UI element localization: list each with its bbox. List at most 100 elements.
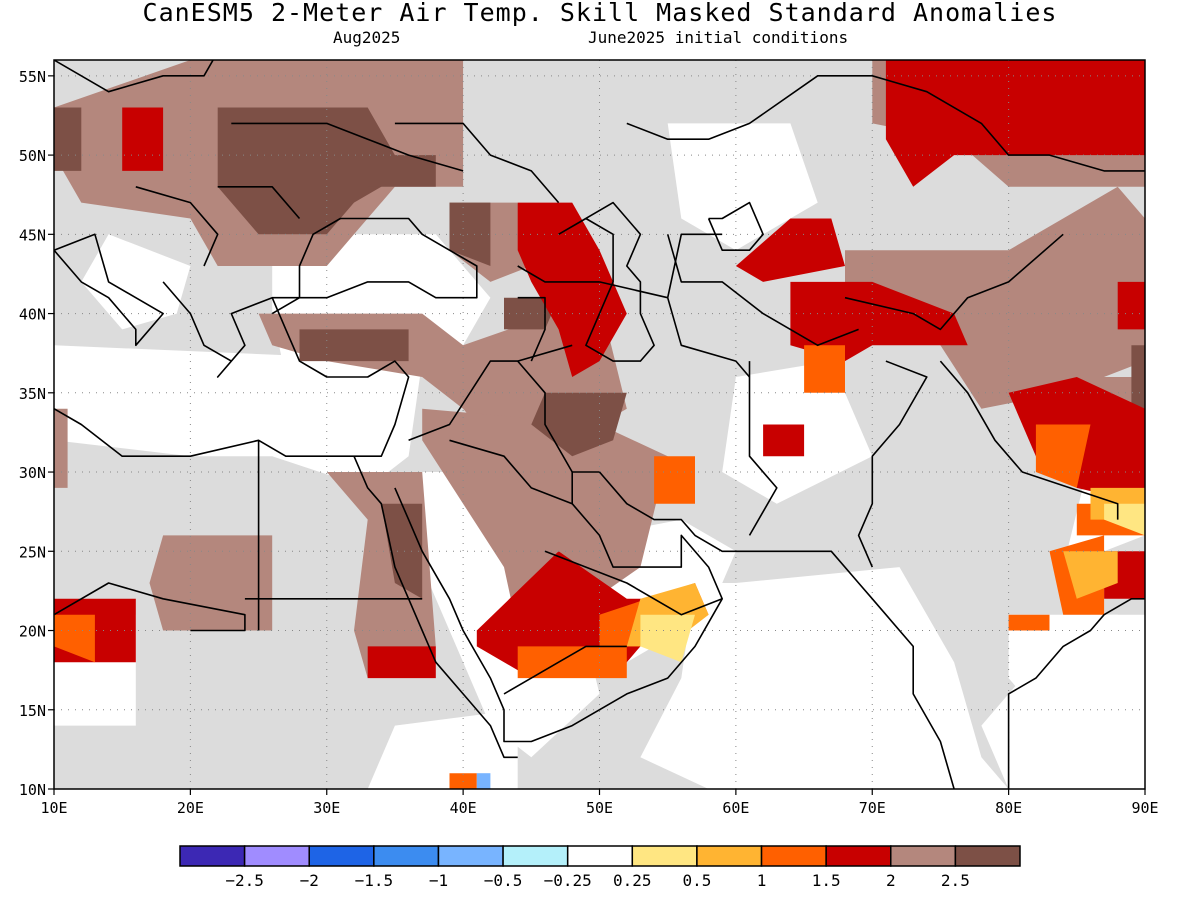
coastline-segment: [857, 360, 928, 568]
anomaly-patch: [1008, 614, 1050, 631]
lon-tick-label: 90E: [1131, 799, 1158, 817]
coastline-segment: [54, 297, 410, 458]
anomaly-patch: [763, 424, 805, 457]
longitude-axis: 10E 20E 30E 40E 50E 60E 70E 80E 90E: [40, 789, 1159, 817]
lat-tick-label: 30N: [19, 464, 46, 482]
colorbar-label: 1: [757, 871, 767, 890]
valid-month-label: Aug2025: [333, 28, 401, 47]
coastline-segment: [394, 471, 724, 743]
coastline-segment: [517, 296, 546, 362]
lon-tick-label: 80E: [995, 799, 1022, 817]
coastline-segment: [666, 233, 723, 298]
lat-tick-label: 55N: [19, 68, 46, 86]
colorbar-swatch: [373, 845, 440, 867]
colorbar-label: −1: [429, 871, 448, 890]
colorbar-label: 1.5: [812, 871, 841, 890]
coastline-segment: [449, 439, 573, 505]
colorbar-label: −0.5: [484, 871, 523, 890]
anomaly-patch: [122, 107, 164, 171]
lat-tick-label: 20N: [19, 623, 46, 641]
colorbar-label: 0.25: [613, 871, 652, 890]
coastline-segment: [503, 645, 627, 695]
colorbar-swatch: [954, 845, 1021, 867]
coastline-segment: [517, 360, 573, 473]
anomaly-patch: [54, 408, 68, 488]
colorbar-swatch: [566, 845, 634, 867]
anomaly-patch: [367, 646, 436, 679]
lon-tick-label: 70E: [859, 799, 886, 817]
anomaly-patch: [1104, 503, 1145, 536]
anomaly-patch: [640, 567, 1009, 789]
anomaly-patch: [790, 281, 968, 362]
coastline-segment: [707, 201, 764, 251]
lon-tick-label: 50E: [586, 799, 613, 817]
coastline-segment: [1007, 597, 1145, 789]
coastline-segment: [54, 233, 164, 347]
anomaly-patch: [531, 392, 627, 457]
colorbar-label: −2: [300, 871, 319, 890]
anomaly-patch: [299, 329, 409, 362]
latitude-axis: 55N 50N 45N 40N 35N 30N 25N 20N 15N 10N: [19, 68, 54, 799]
coastline-segment: [54, 582, 246, 632]
lon-tick-label: 30E: [313, 799, 340, 817]
anomaly-patch: [804, 345, 845, 393]
colorbar-swatch: [825, 845, 892, 867]
colorbar-label: 2.5: [941, 871, 970, 890]
anomaly-patch: [476, 773, 491, 789]
lat-tick-label: 45N: [19, 226, 46, 244]
colorbar-label: −1.5: [355, 871, 394, 890]
anomaly-patch: [654, 456, 695, 504]
coastline-segment: [558, 201, 655, 362]
coastline-segment: [394, 122, 560, 204]
coastline-segment: [54, 60, 215, 93]
lon-tick-label: 60E: [722, 799, 749, 817]
coastline-segment: [135, 186, 219, 267]
coastline-segment: [517, 265, 600, 283]
coastline-segment: [626, 75, 1145, 172]
colorbar-swatch: [243, 845, 310, 867]
colorbar-label: 2: [886, 871, 896, 890]
initial-conditions-label: June2025 initial conditions: [588, 28, 849, 47]
colorbar-label: 0.5: [682, 871, 711, 890]
colorbar-swatch: [890, 845, 957, 867]
map-title: CanESM5 2-Meter Air Temp. Skill Masked S…: [142, 0, 1058, 27]
colorbar-swatch: [696, 845, 763, 867]
colorbar-swatch: [437, 845, 504, 867]
anomaly-patch: [54, 345, 423, 488]
anomaly-patch: [845, 186, 1145, 409]
coastline-segment: [599, 281, 751, 378]
coastline-segment: [217, 186, 301, 220]
anomaly-patch: [1008, 614, 1118, 710]
coastline-segment: [231, 122, 464, 172]
coastline-segment: [544, 550, 723, 616]
lat-tick-label: 25N: [19, 543, 46, 561]
lat-tick-label: 15N: [19, 702, 46, 720]
anomaly-patch: [640, 614, 695, 663]
colorbar-label: −2.5: [225, 871, 264, 890]
anomaly-patch: [81, 234, 191, 330]
coastline-segment: [748, 361, 778, 536]
colorbar-swatch: [502, 845, 569, 867]
colorbar: −2.5 −2 −1.5 −1 −0.5 −0.25 0.25 0.5 1 1.5 2 2.5: [179, 845, 1021, 890]
anomaly-patch: [517, 646, 627, 679]
coastlines-borders: [54, 60, 1145, 789]
anomaly-patch: [54, 614, 95, 663]
anomaly-patch: [367, 155, 436, 187]
anomaly-patch: [1117, 281, 1145, 330]
anomaly-patch: [449, 202, 491, 266]
lon-tick-label: 10E: [40, 799, 67, 817]
coastline-segment: [162, 281, 301, 378]
coastline-segment: [844, 233, 1064, 331]
anomaly-patch: [54, 107, 82, 171]
coastline-segment: [666, 234, 859, 347]
coastline-segment: [598, 471, 955, 789]
anomaly-patch: [1063, 551, 1118, 599]
coastline-segment: [939, 360, 1119, 520]
anomaly-patch: [367, 709, 518, 789]
anomaly-patch: [217, 107, 395, 235]
lon-tick-label: 40E: [450, 799, 477, 817]
lat-tick-label: 50N: [19, 147, 46, 165]
lon-tick-label: 20E: [177, 799, 204, 817]
lat-tick-label: 10N: [19, 781, 46, 799]
